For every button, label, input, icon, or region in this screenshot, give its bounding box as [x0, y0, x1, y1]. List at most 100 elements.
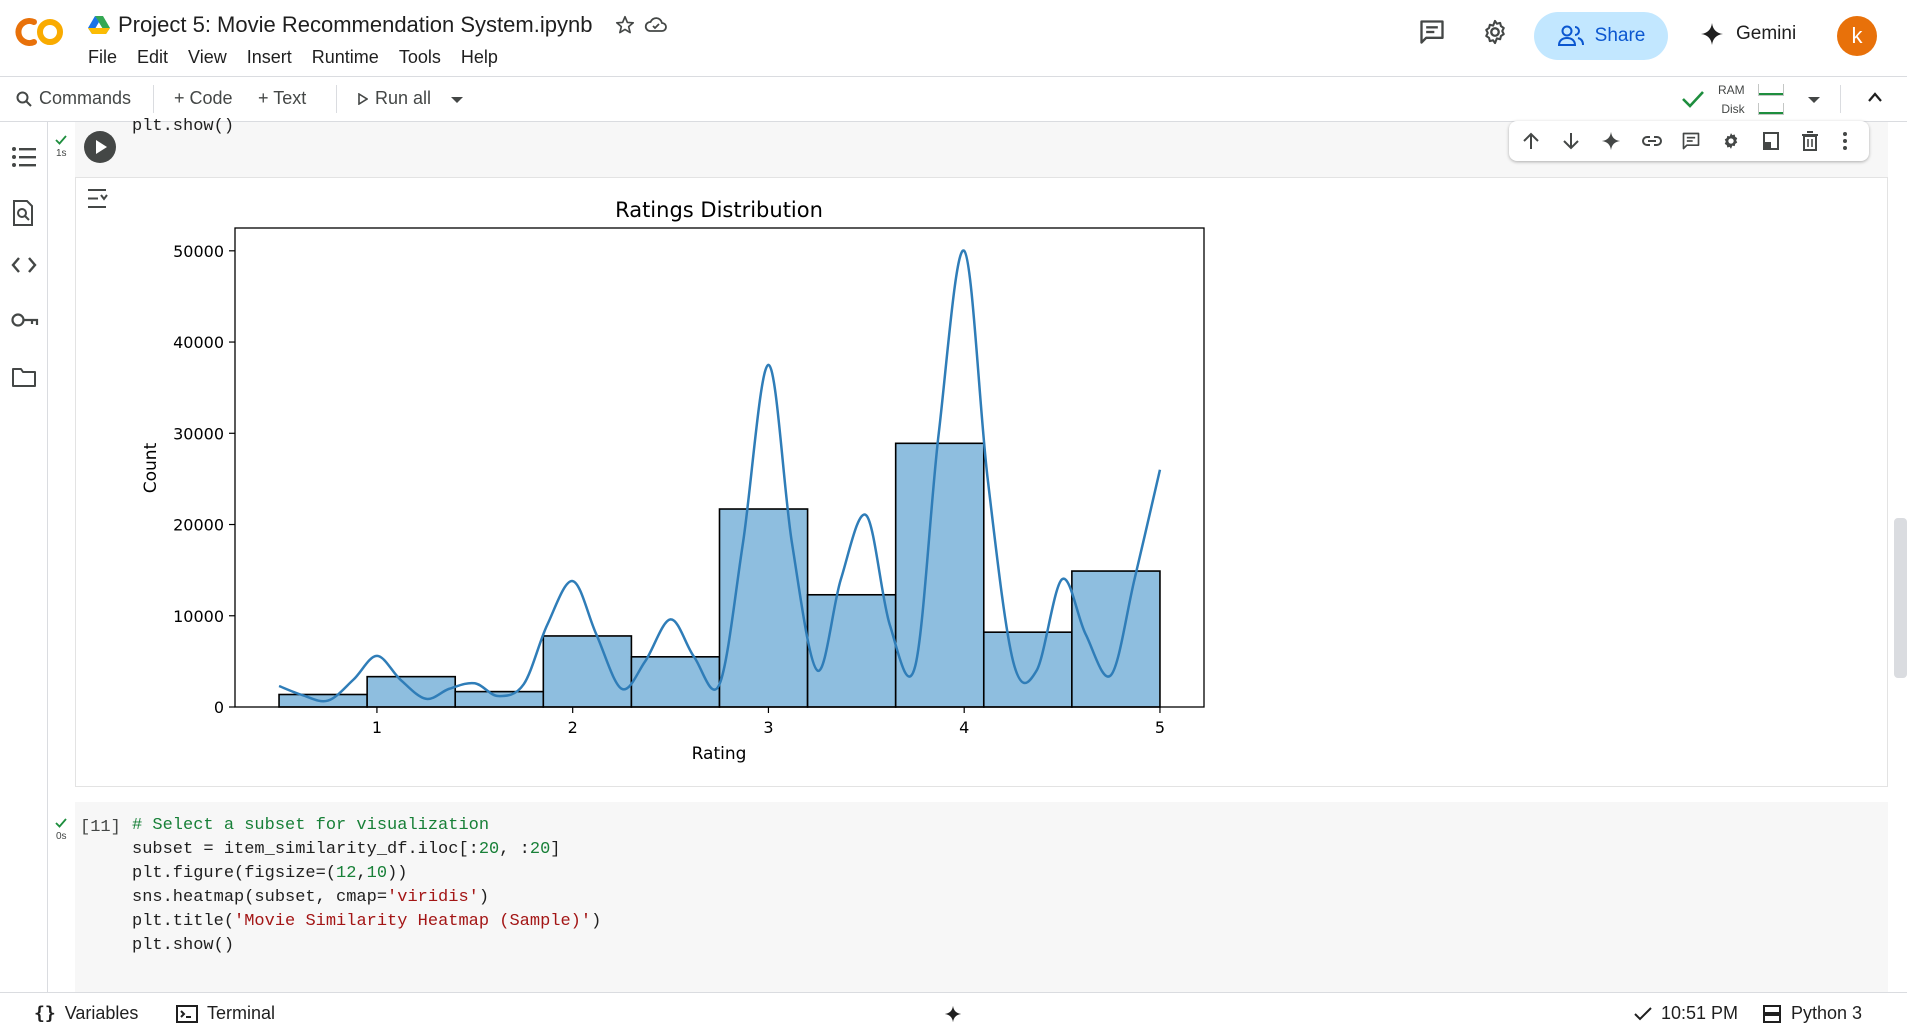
- move-down-icon[interactable]: [1561, 131, 1581, 151]
- menu-file[interactable]: File: [88, 47, 118, 67]
- disk-label: Disk: [1721, 102, 1745, 116]
- notebook-title[interactable]: Project 5: Movie Recommendation System.i…: [118, 12, 593, 37]
- histogram-bar: [630, 656, 721, 708]
- run-cell-button[interactable]: [84, 131, 116, 163]
- histogram-bar: [1071, 570, 1161, 708]
- plot-frame: [234, 227, 1205, 708]
- notebook-scrollbar[interactable]: [1894, 518, 1907, 678]
- collapse-header-icon[interactable]: [1867, 91, 1883, 103]
- code-text: plt.figure(figsize=(: [132, 864, 337, 883]
- resources-indicator[interactable]: RAM Disk: [1718, 81, 1745, 119]
- code-snippets-icon[interactable]: [11, 256, 37, 274]
- y-tick-label: 0: [214, 698, 224, 717]
- add-code-button[interactable]: + Code: [174, 88, 233, 108]
- gemini-spark-icon[interactable]: [944, 1005, 962, 1023]
- y-tick-label: 40000: [173, 333, 224, 352]
- execution-count: [11]: [80, 818, 121, 837]
- server-icon: [1762, 1004, 1782, 1024]
- ratings-histogram-chart: Ratings Distribution 1 2 3 4 5 0 10000 20000 30…: [141, 198, 1205, 764]
- files-folder-icon[interactable]: [11, 366, 37, 388]
- settings-icon[interactable]: [1721, 131, 1741, 151]
- table-of-contents-icon[interactable]: [11, 146, 37, 168]
- colab-logo[interactable]: [14, 14, 66, 50]
- x-tick-label: 2: [568, 718, 578, 737]
- run-all-dropdown-icon[interactable]: [450, 96, 464, 104]
- connected-check-icon[interactable]: [1681, 89, 1705, 109]
- code-text: , :: [499, 840, 530, 859]
- share-button[interactable]: Share: [1534, 12, 1668, 60]
- run-all-button[interactable]: Run all: [358, 88, 431, 109]
- terminal-button[interactable]: Terminal: [176, 1003, 275, 1024]
- variables-button[interactable]: {} Variables: [34, 1003, 138, 1024]
- kde-line: [278, 249, 1162, 703]
- run-all-label: Run all: [375, 88, 432, 108]
- terminal-icon: [176, 1004, 198, 1023]
- variables-label: Variables: [64, 1003, 139, 1023]
- commands-button[interactable]: Commands: [16, 88, 131, 109]
- menu-edit[interactable]: Edit: [137, 47, 169, 67]
- commands-label: Commands: [39, 88, 132, 108]
- code-text: plt.title(: [132, 912, 235, 931]
- cell-toolbar: [1509, 121, 1869, 161]
- terminal-label: Terminal: [207, 1003, 276, 1023]
- chart-title: Ratings Distribution: [615, 198, 823, 222]
- notebook-toolbar: Commands + Code + Text Run all RAM Disk: [0, 76, 1907, 122]
- code-editor[interactable]: # Select a subset for visualization subs…: [132, 814, 601, 958]
- secrets-key-icon[interactable]: [11, 312, 39, 328]
- mirror-cell-icon[interactable]: [1761, 131, 1781, 151]
- link-icon[interactable]: [1641, 131, 1663, 151]
- exec-time: 1s: [56, 148, 67, 159]
- comment-icon[interactable]: [1418, 18, 1446, 46]
- menu-tools[interactable]: Tools: [398, 47, 441, 67]
- menu-help[interactable]: Help: [460, 47, 498, 67]
- histogram-bar: [806, 593, 897, 708]
- menu-bar: File Edit View Insert Runtime Tools Help: [88, 47, 498, 68]
- histogram-bar: [454, 690, 545, 708]
- runtime-label: Python 3: [1791, 1003, 1863, 1023]
- runtime-indicator[interactable]: Python 3: [1762, 1003, 1862, 1024]
- code-number: 10: [366, 864, 388, 883]
- find-icon[interactable]: [11, 200, 35, 226]
- menu-view[interactable]: View: [188, 47, 227, 67]
- move-up-icon[interactable]: [1521, 131, 1541, 151]
- code-text: ): [591, 912, 602, 931]
- share-label: Share: [1594, 25, 1646, 46]
- output-actions-icon[interactable]: [86, 187, 112, 211]
- gemini-button[interactable]: Gemini: [1700, 22, 1796, 46]
- resources-dropdown-icon[interactable]: [1807, 96, 1821, 104]
- histogram-bar: [366, 675, 457, 708]
- code-string: 'Movie Similarity Heatmap (Sample)': [234, 912, 592, 931]
- time-label: 10:51 PM: [1661, 1003, 1739, 1023]
- user-avatar[interactable]: k: [1837, 16, 1877, 56]
- people-icon: [1557, 25, 1585, 47]
- code-text: ): [478, 888, 490, 907]
- cloud-saved-icon[interactable]: [644, 14, 668, 36]
- code-cell-heatmap[interactable]: [75, 802, 1888, 992]
- last-run-time[interactable]: 10:51 PM: [1634, 1003, 1738, 1024]
- menu-insert[interactable]: Insert: [246, 47, 292, 67]
- comment-icon[interactable]: [1681, 131, 1701, 151]
- drive-icon: [88, 15, 110, 35]
- y-tick-label: 50000: [173, 242, 224, 261]
- check-icon: [1634, 1006, 1652, 1021]
- search-icon: [16, 91, 32, 107]
- star-icon[interactable]: [614, 14, 636, 36]
- gemini-icon[interactable]: [1601, 131, 1621, 151]
- code-number: 12: [336, 864, 357, 883]
- code-line[interactable]: plt.show(): [132, 117, 235, 136]
- code-comment: # Select a subset for visualization: [132, 816, 490, 835]
- menu-runtime[interactable]: Runtime: [311, 47, 379, 67]
- more-icon[interactable]: [1841, 131, 1849, 151]
- play-icon: [358, 92, 368, 105]
- exec-time: 0s: [56, 831, 67, 842]
- code-number: 20: [529, 840, 551, 859]
- y-axis-label: Count: [141, 442, 161, 493]
- delete-icon[interactable]: [1801, 131, 1819, 151]
- code-number: 20: [478, 840, 500, 859]
- histogram-bar: [542, 635, 633, 708]
- gemini-label: Gemini: [1736, 23, 1797, 44]
- histogram-bar: [894, 442, 985, 708]
- settings-gear-icon[interactable]: [1481, 18, 1509, 46]
- y-tick-label: 20000: [173, 516, 224, 535]
- add-text-button[interactable]: + Text: [258, 88, 307, 108]
